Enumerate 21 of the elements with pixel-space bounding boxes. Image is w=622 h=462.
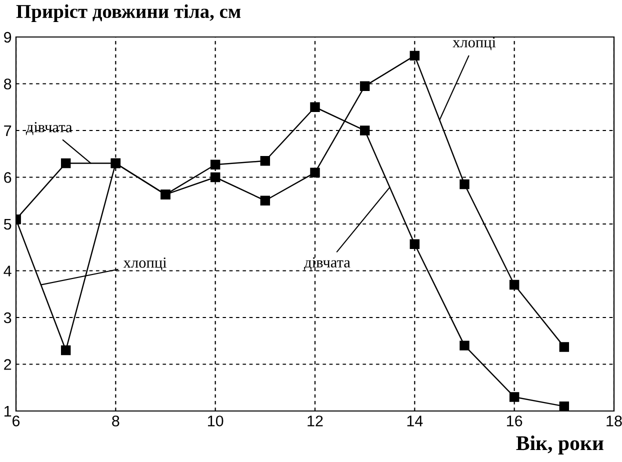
x-tick-label: 18 <box>606 416 622 426</box>
x-tick-label: 10 <box>208 416 224 426</box>
x-tick-label: 14 <box>407 416 423 426</box>
x-tick-label: 16 <box>507 416 522 426</box>
y-tick-label: 5 <box>4 219 12 230</box>
y-tick-label: 2 <box>4 359 12 370</box>
y-tick-label: 7 <box>4 126 12 136</box>
x-tick-label: 8 <box>112 416 120 426</box>
y-tick-label: 3 <box>4 312 12 324</box>
y-axis-title: Приріст довжини тіла, см <box>16 4 241 22</box>
text: дівчата <box>304 257 350 270</box>
y-tick-label: 6 <box>4 172 12 183</box>
text: хлопці <box>123 258 167 271</box>
y-tick-label: 9 <box>4 32 12 43</box>
y-tick-label: 8 <box>4 78 12 90</box>
x-axis-title: Вік, роки <box>516 436 604 454</box>
x-tick-label: 6 <box>12 416 20 426</box>
text: хлопці <box>452 37 496 50</box>
x-tick-label: 12 <box>308 416 323 426</box>
y-tick-label: 1 <box>4 406 12 417</box>
y-tick-label: 4 <box>4 266 12 276</box>
